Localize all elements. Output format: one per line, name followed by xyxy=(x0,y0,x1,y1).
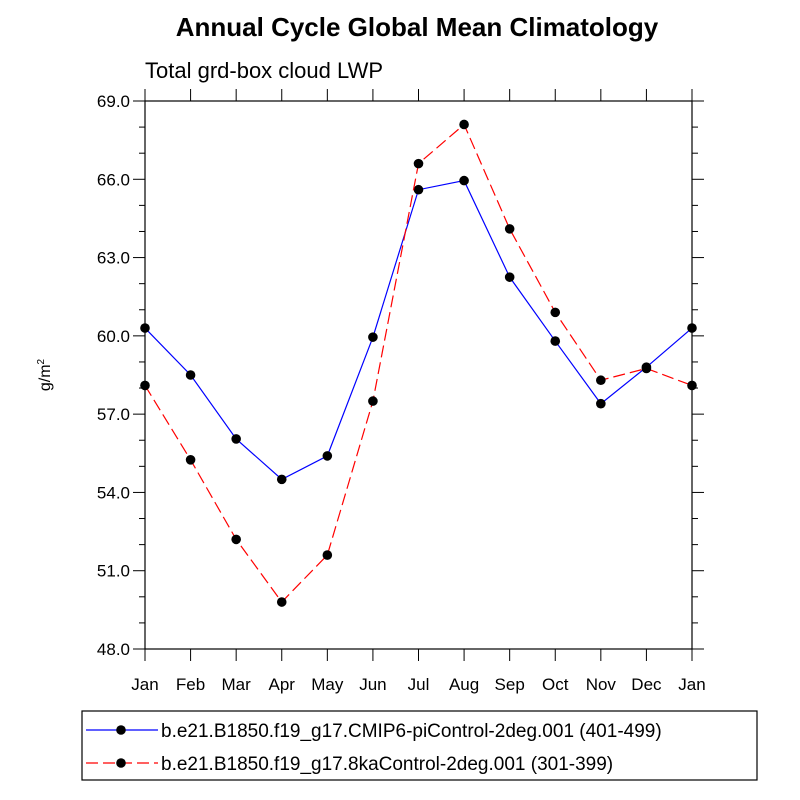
y-tick-label: 60.0 xyxy=(97,327,130,346)
x-tick-label: Nov xyxy=(586,675,617,694)
x-tick-label: Sep xyxy=(495,675,525,694)
x-tick-label: Jul xyxy=(408,675,430,694)
series-line-1 xyxy=(144,179,693,481)
legend-marker-2 xyxy=(116,758,126,768)
y-tick-label: 51.0 xyxy=(97,562,130,581)
data-point xyxy=(504,272,515,282)
y-tick-label: 63.0 xyxy=(97,249,130,268)
data-point xyxy=(322,550,333,560)
legend-label-1: b.e21.B1850.f19_g17.CMIP6-piControl-2deg… xyxy=(161,721,662,742)
data-point xyxy=(368,396,378,406)
x-tick-label: Jun xyxy=(359,675,386,694)
x-tick-label: Aug xyxy=(449,675,479,694)
data-point xyxy=(459,175,469,186)
x-tick-label: Jan xyxy=(131,675,158,694)
legend-box xyxy=(81,710,758,781)
y-tick-label: 57.0 xyxy=(97,405,130,424)
data-point xyxy=(368,332,378,342)
data-point xyxy=(550,336,561,346)
data-point xyxy=(641,363,652,374)
data-point xyxy=(413,184,424,195)
data-point xyxy=(459,119,469,130)
data-point xyxy=(550,307,561,318)
data-point xyxy=(231,534,241,545)
data-point xyxy=(596,375,606,386)
x-tick-label: May xyxy=(311,675,344,694)
y-axis-label: g/m2 xyxy=(36,358,54,391)
legend-marker-1 xyxy=(116,725,126,735)
data-point xyxy=(140,323,150,333)
data-point xyxy=(231,434,241,444)
data-point xyxy=(276,597,287,607)
y-tick-label: 66.0 xyxy=(97,170,130,189)
y-tick-label: 48.0 xyxy=(97,640,130,659)
x-tick-label: Jan xyxy=(678,675,705,694)
y-tick-label: 54.0 xyxy=(97,483,130,502)
data-point xyxy=(185,455,196,465)
data-point xyxy=(276,474,287,485)
chart-title: Annual Cycle Global Mean Climatology xyxy=(176,12,659,42)
data-point xyxy=(687,380,697,391)
x-tick-label: Feb xyxy=(176,675,205,694)
y-axis-label-superscript: 2 xyxy=(36,358,47,364)
series-line-2 xyxy=(144,123,693,603)
chart-subtitle: Total grd-box cloud LWP xyxy=(145,58,383,83)
x-tick-label: Oct xyxy=(542,675,569,694)
x-tick-label: Dec xyxy=(631,675,662,694)
data-point xyxy=(413,158,424,169)
data-point xyxy=(504,224,515,234)
y-tick-label: 69.0 xyxy=(97,92,130,111)
data-point xyxy=(687,323,697,333)
x-tick-label: Apr xyxy=(269,675,296,694)
data-point xyxy=(185,370,196,380)
data-point xyxy=(322,451,333,461)
data-point xyxy=(140,380,150,391)
plot-frame xyxy=(144,100,693,650)
legend-label-2: b.e21.B1850.f19_g17.8kaControl-2deg.001 … xyxy=(161,754,613,775)
data-point xyxy=(596,398,606,409)
x-tick-label: Mar xyxy=(222,675,252,694)
